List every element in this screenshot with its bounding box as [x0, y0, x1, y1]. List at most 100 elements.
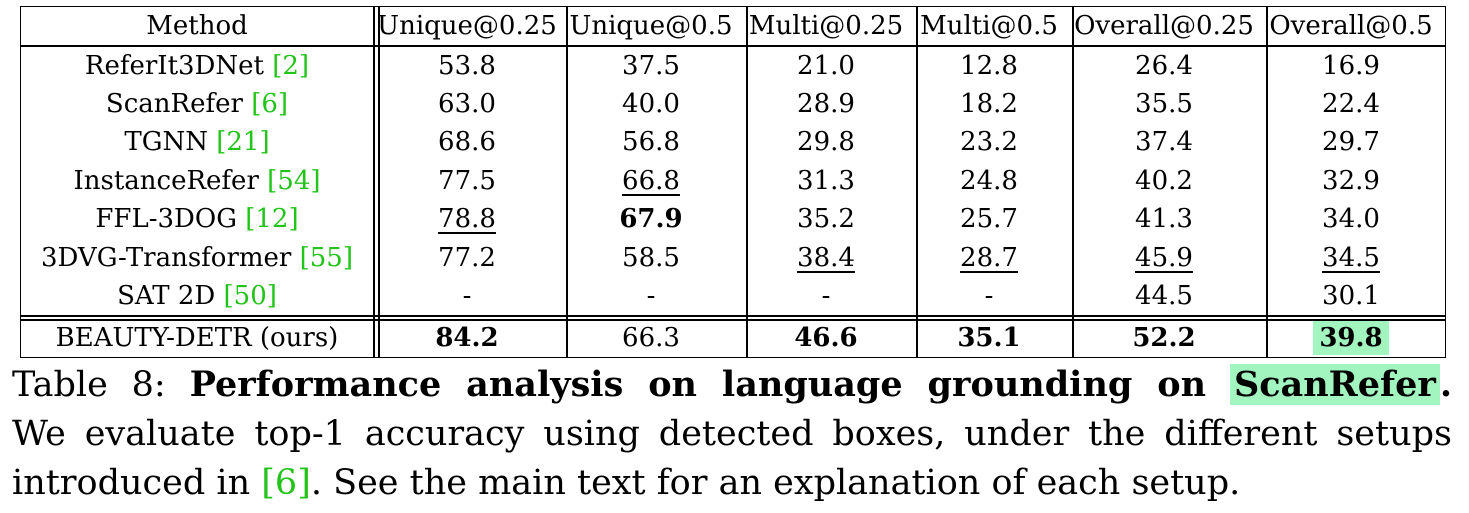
- table-cell: 53.8: [438, 51, 496, 81]
- citation-link[interactable]: [21]: [216, 127, 270, 157]
- table-cell-underlined: 66.8: [622, 166, 680, 196]
- header-unique-025: Unique@0.25: [377, 11, 557, 41]
- table-cell: 34.0: [1322, 204, 1380, 234]
- method-name: ScanRefer: [105, 89, 243, 119]
- method-divider-left: [373, 7, 375, 357]
- method-name: FFL-3DOG: [95, 204, 237, 234]
- table-cell: 26.4: [1135, 51, 1193, 81]
- table-cell: 30.1: [1322, 281, 1380, 311]
- table-cell: -: [462, 281, 472, 311]
- citation-link[interactable]: [2]: [272, 51, 310, 81]
- caption-label: Table 8:: [12, 365, 166, 405]
- header-multi-025: Multi@0.25: [748, 11, 904, 41]
- method-name: SAT 2D: [117, 281, 216, 311]
- method-name: TGNN: [124, 127, 208, 157]
- table-cell-underlined: 78.8: [438, 204, 496, 234]
- table-cell: -: [984, 281, 994, 311]
- citation-link[interactable]: [55]: [299, 243, 353, 273]
- header-unique-05: Unique@0.5: [569, 11, 733, 41]
- caption-title: Performance analysis on language groundi…: [189, 364, 1207, 405]
- results-table: Method Unique@0.25 Unique@0.5 Multi@0.25…: [20, 6, 1446, 358]
- table-row: ReferIt3DNet [2] 53.8 37.5 21.0 12.8 26.…: [21, 47, 1445, 85]
- table-cell: 29.8: [797, 127, 855, 157]
- caption-text: introduced in: [12, 463, 251, 503]
- table-cell: 25.7: [960, 204, 1018, 234]
- table-cell: 22.4: [1322, 89, 1380, 119]
- table-cell: 31.3: [797, 166, 855, 196]
- table-cell: 44.5: [1135, 281, 1193, 311]
- method-name: ReferIt3DNet: [84, 51, 264, 81]
- citation-link[interactable]: [50]: [223, 281, 277, 311]
- table-cell: 29.7: [1322, 127, 1380, 157]
- caption-period: .: [1439, 364, 1452, 405]
- header-overall-05: Overall@0.5: [1269, 11, 1433, 41]
- table-cell: 68.6: [438, 127, 496, 157]
- caption-line-2: We evaluate top-1 accuracy using detecte…: [12, 414, 1452, 454]
- column-divider: [1266, 7, 1268, 357]
- table-cell-bold: 67.9: [619, 204, 683, 234]
- table-cell: -: [821, 281, 831, 311]
- table-cell-underlined: 34.5: [1322, 243, 1380, 273]
- table-cell-underlined: 45.9: [1135, 243, 1193, 273]
- table-cell: 35.2: [797, 204, 855, 234]
- table-cell: -: [646, 281, 656, 311]
- table-cell: 23.2: [960, 127, 1018, 157]
- table-cell: 77.5: [438, 166, 496, 196]
- table-cell: 32.9: [1322, 166, 1380, 196]
- ours-divider-bottom: [21, 319, 1445, 321]
- table-row: InstanceRefer [54] 77.5 66.8 31.3 24.8 4…: [21, 162, 1445, 200]
- table-cell-bold: 46.6: [794, 323, 858, 353]
- citation-link[interactable]: [54]: [267, 166, 321, 196]
- caption-line-3: introduced in [6]. See the main text for…: [12, 459, 1452, 508]
- table-cell: 37.4: [1135, 127, 1193, 157]
- header-overall-025: Overall@0.25: [1074, 11, 1254, 41]
- caption-text: . See the main text for an explanation o…: [310, 463, 1241, 503]
- table-cell: 56.8: [622, 127, 680, 157]
- column-divider: [1072, 7, 1074, 357]
- table-cell-bold: 35.1: [957, 323, 1021, 353]
- table-cell: 24.8: [960, 166, 1018, 196]
- table-cell-underlined: 28.7: [960, 243, 1018, 273]
- table-cell: 58.5: [622, 243, 680, 273]
- table-cell: 37.5: [622, 51, 680, 81]
- method-name: 3DVG-Transformer: [41, 243, 292, 273]
- table-cell-underlined: 38.4: [797, 243, 855, 273]
- header-method: Method: [146, 11, 248, 41]
- table-row: TGNN [21] 68.6 56.8 29.8 23.2 37.4 29.7: [21, 123, 1445, 161]
- caption-line-1: Table 8: Performance analysis on languag…: [12, 360, 1452, 410]
- table-row-ours: BEAUTY-DETR (ours) 84.2 66.3 46.6 35.1 5…: [21, 319, 1445, 357]
- table-cell-bold: 52.2: [1132, 323, 1196, 353]
- table-cell-bold: 84.2: [435, 323, 499, 353]
- table-row: ScanRefer [6] 63.0 40.0 28.9 18.2 35.5 2…: [21, 85, 1445, 123]
- column-divider: [916, 7, 918, 357]
- caption-highlight: ScanRefer: [1229, 364, 1440, 405]
- table-cell: 35.5: [1135, 89, 1193, 119]
- method-divider-right: [378, 7, 380, 357]
- citation-link[interactable]: [12]: [245, 204, 299, 234]
- table-cell: 41.3: [1135, 204, 1193, 234]
- header-multi-05: Multi@0.5: [920, 11, 1058, 41]
- table-cell: 28.9: [797, 89, 855, 119]
- table-cell: 63.0: [438, 89, 496, 119]
- table-cell: 21.0: [797, 51, 855, 81]
- table-cell: 18.2: [960, 89, 1018, 119]
- table-caption: Table 8: Performance analysis on languag…: [12, 360, 1452, 508]
- table-header-row: Method Unique@0.25 Unique@0.5 Multi@0.25…: [21, 7, 1445, 45]
- table-row: SAT 2D [50] - - - - 44.5 30.1: [21, 277, 1445, 315]
- ours-divider-top: [21, 315, 1445, 317]
- highlighted-cell: 39.8: [1313, 321, 1389, 355]
- column-divider: [566, 7, 568, 357]
- citation-link[interactable]: [6]: [261, 463, 311, 503]
- table-cell: 16.9: [1322, 51, 1380, 81]
- table-cell: 40.2: [1135, 166, 1193, 196]
- table-row: 3DVG-Transformer [55] 77.2 58.5 38.4 28.…: [21, 239, 1445, 277]
- table-cell: 40.0: [622, 89, 680, 119]
- table-row: FFL-3DOG [12] 78.8 67.9 35.2 25.7 41.3 3…: [21, 200, 1445, 238]
- table-cell: 66.3: [622, 323, 680, 353]
- method-name: InstanceRefer: [73, 166, 259, 196]
- header-divider: [21, 45, 1445, 47]
- method-name: BEAUTY-DETR (ours): [55, 323, 339, 353]
- column-divider: [746, 7, 748, 357]
- table-cell: 77.2: [438, 243, 496, 273]
- citation-link[interactable]: [6]: [251, 89, 289, 119]
